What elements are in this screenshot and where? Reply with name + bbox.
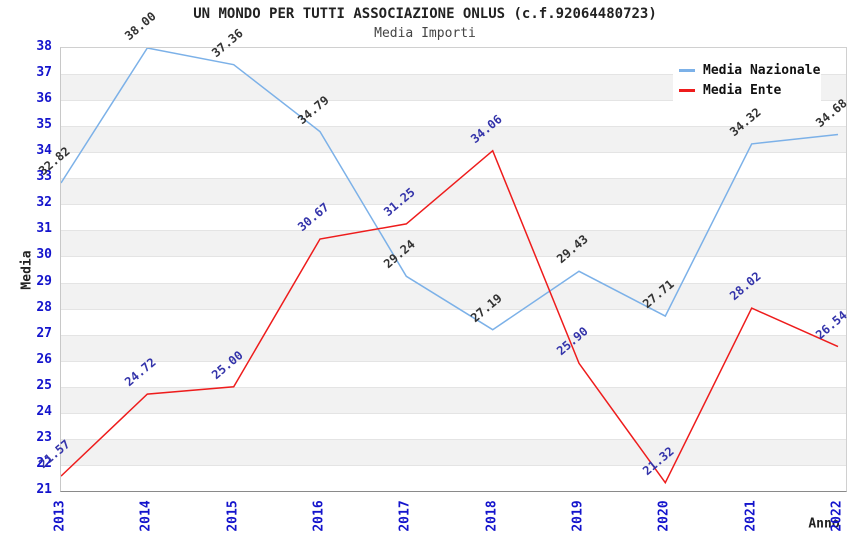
y-tick-label: 38	[36, 39, 52, 54]
y-tick-label: 35	[36, 117, 52, 133]
x-tick-label: 2016	[311, 500, 327, 532]
x-tick-label: 2017	[397, 500, 413, 532]
x-tick-label: 2022	[829, 500, 845, 532]
grid-band	[61, 360, 846, 387]
plot-area	[60, 47, 847, 492]
x-tick-label: 2020	[656, 500, 672, 532]
y-tick-label: 28	[36, 299, 52, 315]
legend-label: Media Ente	[703, 82, 782, 98]
x-tick-label: 2018	[484, 500, 500, 532]
series-lines	[61, 48, 839, 485]
legend-swatch-icon	[679, 68, 695, 72]
y-tick-label: 27	[36, 325, 52, 341]
legend-box: Media Nazionale Media Ente	[673, 56, 821, 104]
x-tick-label: 2019	[570, 500, 586, 532]
grid-band	[61, 438, 846, 465]
x-axis-label: Anno	[808, 516, 840, 532]
y-tick-label: 37	[36, 65, 52, 81]
y-tick-label: 21	[36, 482, 52, 497]
y-tick-label: 30	[36, 247, 52, 263]
grid-band	[61, 204, 846, 230]
chart-title: UN MONDO PER TUTTI ASSOCIAZIONE ONLUS (c…	[193, 6, 657, 22]
y-tick-label: 26	[36, 351, 52, 367]
grid-band	[61, 386, 846, 413]
grid-band	[61, 412, 846, 439]
y-tick-label: 23	[36, 429, 52, 445]
grid-band	[61, 308, 846, 335]
grid-band	[61, 178, 846, 205]
legend-swatch-icon	[679, 88, 695, 92]
grid-band	[61, 334, 846, 361]
y-tick-label: 31	[36, 221, 52, 237]
chart-subtitle: Media Importi	[374, 26, 476, 41]
x-tick-label: 2021	[743, 500, 759, 532]
legend-item: Media Ente	[679, 80, 821, 100]
grid-band	[61, 464, 846, 491]
grid-band	[61, 100, 846, 126]
y-tick-label: 29	[36, 273, 52, 289]
grid-band	[61, 152, 846, 178]
x-tick-label: 2015	[225, 500, 241, 532]
legend-label: Media Nazionale	[703, 62, 821, 78]
x-tick-label: 2013	[52, 500, 68, 532]
grid-band	[61, 230, 846, 257]
y-tick-label: 36	[36, 91, 52, 107]
grid-band	[61, 256, 846, 282]
y-tick-label: 32	[36, 195, 52, 211]
y-tick-label: 25	[36, 377, 52, 393]
y-tick-label: 34	[36, 143, 52, 159]
series-line-media-nazionale	[61, 48, 839, 331]
x-tick-label: 2014	[138, 500, 154, 532]
series-line-media-ente	[61, 149, 839, 485]
legend-item: Media Nazionale	[679, 60, 821, 80]
grid-band	[61, 282, 846, 309]
grid-band	[61, 126, 846, 153]
y-tick-label: 24	[36, 403, 52, 419]
y-tick-label: 33	[36, 169, 52, 185]
y-tick-label: 22	[36, 455, 52, 471]
